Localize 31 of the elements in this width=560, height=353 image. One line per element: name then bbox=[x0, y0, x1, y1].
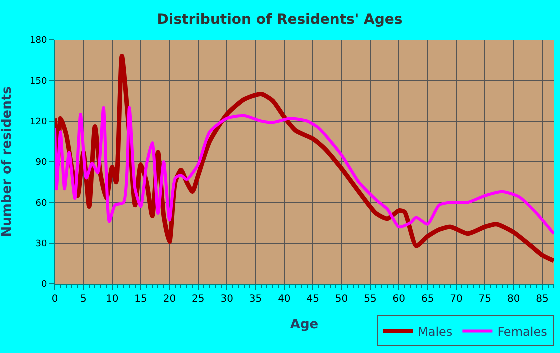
x-tick-label: 40 bbox=[278, 294, 291, 305]
x-tick-label: 5 bbox=[80, 294, 87, 305]
x-tick-label: 45 bbox=[306, 294, 320, 305]
x-tick-label: 65 bbox=[421, 294, 434, 305]
x-tick-label: 80 bbox=[507, 294, 520, 305]
y-tick-label: 60 bbox=[36, 198, 48, 209]
x-tick-label: 0 bbox=[52, 294, 58, 305]
x-tick-label: 85 bbox=[536, 294, 549, 305]
x-tick-label: 15 bbox=[134, 294, 148, 305]
y-axis-title: Number of residents bbox=[0, 86, 15, 238]
x-axis-title: Age bbox=[290, 318, 319, 333]
y-tick-label: 150 bbox=[30, 76, 48, 87]
x-tick-label: 25 bbox=[192, 294, 205, 305]
x-tick-label: 35 bbox=[249, 294, 262, 305]
chart-title: Distribution of Residents' Ages bbox=[157, 12, 403, 28]
line-series bbox=[55, 106, 554, 236]
y-tick-label: 120 bbox=[30, 117, 48, 128]
x-tick-label: 20 bbox=[163, 294, 176, 305]
y-tick-label: 180 bbox=[30, 36, 48, 46]
y-tick-label: 0 bbox=[41, 280, 48, 290]
legend-label: Females bbox=[498, 324, 548, 339]
x-tick-label: 55 bbox=[364, 294, 377, 305]
x-tick-label: 75 bbox=[478, 294, 492, 305]
x-tick-label: 50 bbox=[335, 294, 348, 305]
x-tick-label: 70 bbox=[450, 294, 463, 305]
y-tick-label: 90 bbox=[36, 158, 48, 168]
x-tick-label: 30 bbox=[220, 294, 234, 305]
x-tick-label: 60 bbox=[392, 294, 406, 305]
x-tick-label: 10 bbox=[106, 294, 119, 305]
legend-label: Males bbox=[418, 324, 453, 339]
y-tick-label: 30 bbox=[36, 239, 48, 250]
